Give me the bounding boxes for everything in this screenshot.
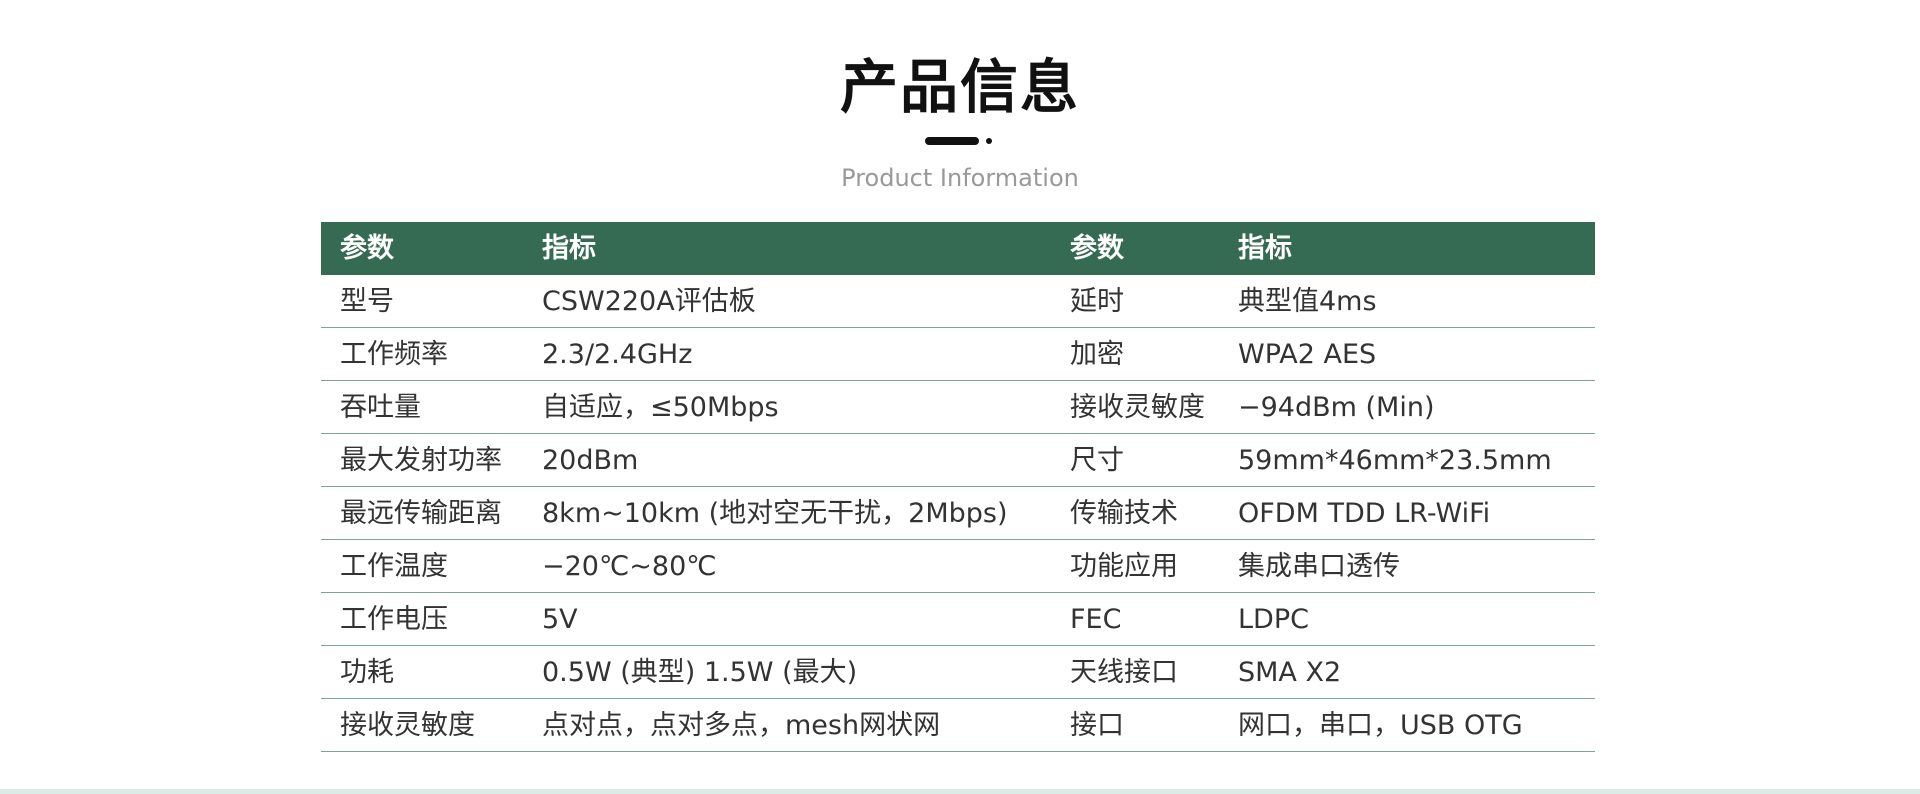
table-cell: 网口，串口，USB OTG: [1238, 710, 1523, 741]
table-cell: 接收灵敏度: [340, 710, 475, 741]
header-row: 参数 指标 参数 指标: [321, 222, 1595, 275]
table-cell: 自适应，≤50Mbps: [542, 392, 779, 423]
table-cell: 功耗: [340, 657, 394, 688]
table-row: 型号 CSW220A评估板 延时 典型值4ms: [321, 275, 1595, 328]
table-cell: 2.3/2.4GHz: [542, 339, 693, 370]
table-row: 接收灵敏度 点对点，点对多点，mesh网状网 接口 网口，串口，USB OTG: [321, 699, 1595, 752]
table-cell: CSW220A评估板: [542, 286, 756, 317]
table-row: 工作电压 5V FEC LDPC: [321, 593, 1595, 646]
table-row: 最远传输距离 8km~10km (地对空无干扰，2Mbps) 传输技术 OFDM TD…: [321, 487, 1595, 540]
table-cell: 吞吐量: [340, 392, 421, 423]
table-cell: 工作温度: [340, 551, 448, 582]
table-cell: 20dBm: [542, 445, 639, 476]
table-cell: LDPC: [1238, 604, 1309, 635]
subtitle: Product Information: [841, 164, 1079, 192]
table-cell: 5V: [542, 604, 578, 635]
table-row: 工作频率 2.3/2.4GHz 加密 WPA2 AES: [321, 328, 1595, 381]
table-cell: 加密: [1070, 339, 1124, 370]
table-row: 工作温度 −20℃~80℃ 功能应用 集成串口透传: [321, 540, 1595, 593]
table-cell: 0.5W (典型) 1.5W (最大): [542, 657, 858, 688]
table-cell: 工作电压: [340, 604, 448, 635]
table-row: 吞吐量 自适应，≤50Mbps 接收灵敏度 −94dBm (Min): [321, 381, 1595, 434]
table-cell: −20℃~80℃: [542, 551, 717, 582]
table-row: 功耗 0.5W (典型) 1.5W (最大) 天线接口 SMA X2: [321, 646, 1595, 699]
footer-strip: [0, 789, 1920, 794]
table-cell: −94dBm (Min): [1238, 392, 1435, 423]
table-cell: 8km~10km (地对空无干扰，2Mbps): [542, 498, 1008, 529]
table-row: 最大发射功率 20dBm 尺寸 59mm*46mm*23.5mm: [321, 434, 1595, 487]
table-cell: 点对点，点对多点，mesh网状网: [542, 710, 941, 741]
table-cell: OFDM TDD LR-WiFi: [1238, 498, 1491, 529]
divider-dot: [986, 138, 992, 144]
table-cell: 工作频率: [340, 339, 448, 370]
table-cell: 集成串口透传: [1238, 551, 1400, 582]
table-cell: 天线接口: [1070, 657, 1178, 688]
table-cell: WPA2 AES: [1238, 339, 1377, 370]
table-cell: 接口: [1070, 710, 1124, 741]
column-header: 参数: [340, 233, 394, 264]
table-cell: 传输技术: [1070, 498, 1178, 529]
table-cell: 型号: [340, 286, 394, 317]
table-cell: 接收灵敏度: [1070, 392, 1205, 423]
column-header: 指标: [542, 233, 596, 264]
table-cell: 延时: [1070, 286, 1124, 317]
table-cell: 尺寸: [1070, 445, 1124, 476]
table-cell: 最大发射功率: [340, 445, 502, 476]
column-header: 参数: [1070, 233, 1124, 264]
divider: [925, 137, 979, 145]
column-header: 指标: [1238, 233, 1292, 264]
table-cell: 典型值4ms: [1238, 286, 1377, 317]
title: 产品信息: [839, 53, 1080, 121]
table-cell: 59mm*46mm*23.5mm: [1238, 445, 1552, 476]
table-cell: FEC: [1070, 604, 1122, 635]
table-cell: 最远传输距离: [340, 498, 502, 529]
table-cell: SMA X2: [1238, 657, 1342, 688]
table-cell: 功能应用: [1070, 551, 1178, 582]
spec-table: 参数 指标 参数 指标型号 CSW220A评估板 延时 典型值4ms 工作频率 2.3/2.4G…: [321, 222, 1595, 752]
